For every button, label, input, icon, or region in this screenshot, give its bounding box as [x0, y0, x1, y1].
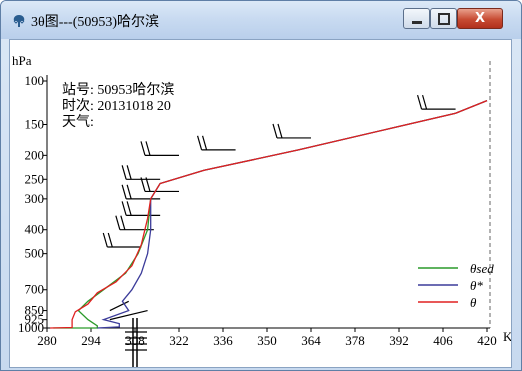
- maximize-icon: [438, 13, 450, 25]
- x-tick-label: 364: [301, 333, 321, 348]
- y-tick-label: 925: [25, 312, 45, 327]
- wind-barb-feather: [145, 141, 151, 156]
- wind-barb: [121, 184, 161, 200]
- app-icon: [13, 15, 25, 27]
- y-tick-label: 500: [25, 246, 45, 261]
- minimize-button[interactable]: [403, 8, 430, 29]
- wind-barb-feather: [126, 201, 132, 216]
- title-bar[interactable]: 3θ图---(50953)哈尔滨 X: [1, 1, 521, 39]
- wind-barb-feather: [416, 94, 423, 110]
- wind-barb: [121, 165, 161, 180]
- legend-label: θ: [470, 295, 477, 310]
- wind-barb: [140, 141, 179, 156]
- x-tick-label: 392: [389, 333, 409, 348]
- wind-barb-feather: [196, 135, 203, 151]
- y-tick-label: 150: [25, 116, 45, 131]
- x-tick-label: 294: [81, 333, 101, 348]
- y-tick-label: 850: [25, 303, 45, 318]
- x-tick-label: 378: [345, 333, 365, 348]
- y-tick-label: 400: [25, 222, 45, 237]
- wind-barb-feather: [107, 232, 113, 248]
- window-title: 3θ图---(50953)哈尔滨: [31, 15, 160, 30]
- series-line-θ*: [97, 99, 488, 329]
- x-axis-title: K: [503, 329, 512, 344]
- observation-time-label: 时次: 20131018 20: [62, 99, 171, 114]
- wind-barb-feather: [102, 232, 108, 248]
- legend-label: θ*: [470, 278, 483, 293]
- x-tick-label: 420: [477, 333, 497, 348]
- wind-barb-feather: [120, 215, 126, 230]
- x-tick-label: 336: [213, 333, 233, 348]
- y-axis-title: hPa: [12, 53, 32, 68]
- minimize-icon: [412, 21, 422, 24]
- y-tick-label: 200: [25, 147, 45, 162]
- wind-barb-feather: [140, 141, 146, 156]
- low-barb: [109, 309, 148, 321]
- x-tick-label: 308: [125, 333, 145, 348]
- wind-barb-feather: [115, 215, 121, 230]
- three-theta-chart: hPa K 280 294 308 322 336 350 364 378 392 406 420 100…: [12, 53, 512, 367]
- wind-barb: [102, 232, 142, 248]
- station-id-label: 站号: 50953哈尔滨: [62, 83, 175, 98]
- wind-barb-feather: [421, 94, 428, 110]
- wind-barb: [272, 123, 311, 139]
- wind-barb-feather: [277, 123, 283, 139]
- low-barb: [109, 300, 129, 312]
- wind-barb-feather: [121, 165, 127, 180]
- y-tick-label: 250: [25, 171, 45, 186]
- y-tick-label: 1000: [18, 320, 44, 335]
- wind-barb: [121, 201, 161, 216]
- maximize-button[interactable]: [430, 8, 457, 29]
- close-icon: X: [474, 11, 486, 26]
- wind-barb: [416, 94, 456, 110]
- y-tick-label: 700: [25, 282, 45, 297]
- wind-barb-feather: [272, 123, 278, 139]
- wind-barb-feather: [121, 184, 127, 200]
- wind-barb-feather: [126, 184, 132, 200]
- y-tick-label: 300: [25, 191, 45, 206]
- series-line-θsed: [53, 99, 488, 329]
- chart-area: hPa K 280 294 308 322 336 350 364 378 392 406 420 100…: [9, 39, 512, 368]
- weather-label: 天气:: [62, 115, 94, 130]
- wind-barb-feather: [126, 165, 132, 180]
- wind-barb: [196, 135, 236, 151]
- x-tick-label: 280: [37, 333, 57, 348]
- x-tick-label: 406: [433, 333, 453, 348]
- x-tick-label: 350: [257, 333, 277, 348]
- x-tick-label: 322: [169, 333, 189, 348]
- series-line-θ: [50, 99, 488, 329]
- legend-label: θsed: [470, 261, 494, 276]
- close-button[interactable]: X: [457, 8, 503, 29]
- wind-barb-feather: [201, 135, 208, 151]
- y-tick-label: 100: [25, 73, 45, 88]
- wind-barb-feather: [121, 201, 127, 216]
